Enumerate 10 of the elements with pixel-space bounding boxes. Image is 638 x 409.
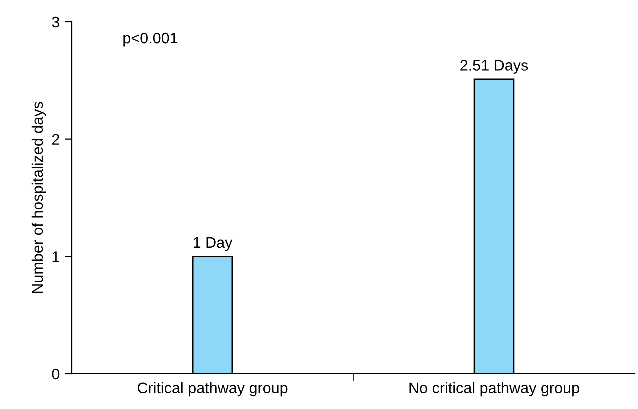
annotation: p<0.001 <box>124 32 178 47</box>
y-tick-label: 0 <box>52 368 60 380</box>
x-tick-label: No critical pathway group <box>410 382 580 397</box>
y-axis-title: Number of hospitalized days <box>32 102 46 294</box>
y-tick-label: 1 <box>52 252 60 262</box>
x-tick-label: Critical pathway group <box>138 382 288 397</box>
y-tick-label: 3 <box>52 16 60 28</box>
data-label: 2.51 Days <box>460 60 528 74</box>
y-tick-label: 2 <box>52 134 60 145</box>
data-label: 1 Day <box>194 237 233 252</box>
